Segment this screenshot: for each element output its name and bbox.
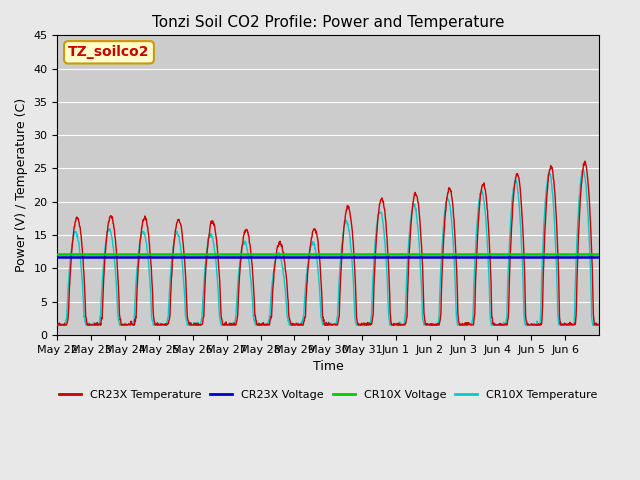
Text: TZ_soilco2: TZ_soilco2 [68, 45, 150, 60]
Legend: CR23X Temperature, CR23X Voltage, CR10X Voltage, CR10X Temperature: CR23X Temperature, CR23X Voltage, CR10X … [54, 385, 602, 404]
Title: Tonzi Soil CO2 Profile: Power and Temperature: Tonzi Soil CO2 Profile: Power and Temper… [152, 15, 504, 30]
Y-axis label: Power (V) / Temperature (C): Power (V) / Temperature (C) [15, 98, 28, 272]
X-axis label: Time: Time [313, 360, 344, 373]
